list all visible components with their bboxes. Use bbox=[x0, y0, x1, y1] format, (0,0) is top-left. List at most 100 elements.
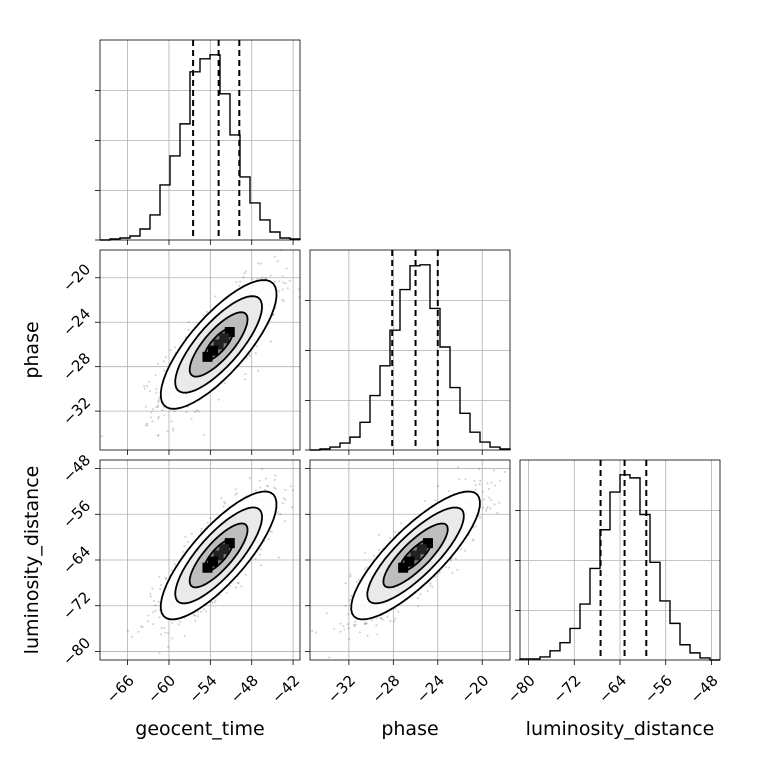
sample-point bbox=[166, 430, 169, 433]
pair-content bbox=[100, 233, 306, 450]
sample-point bbox=[196, 615, 199, 618]
density-cell bbox=[398, 562, 409, 573]
sample-point bbox=[214, 295, 217, 298]
x-tick-label: −48 bbox=[687, 672, 722, 707]
sample-point bbox=[150, 411, 153, 414]
sample-point bbox=[171, 427, 175, 430]
sample-point bbox=[223, 501, 226, 504]
sample-point bbox=[380, 617, 383, 620]
hist-panel-phase bbox=[305, 249, 511, 455]
y-tick-label: −56 bbox=[59, 497, 94, 532]
y-tick-label: −24 bbox=[59, 305, 94, 340]
sample-point bbox=[214, 599, 217, 602]
sample-point bbox=[235, 492, 238, 495]
sample-point bbox=[297, 288, 300, 291]
sample-point bbox=[148, 390, 152, 393]
sample-point bbox=[304, 271, 306, 273]
sample-point bbox=[269, 274, 272, 277]
pair-panel-geocent_time-phase bbox=[95, 233, 306, 455]
sample-point bbox=[238, 284, 241, 287]
sample-point bbox=[277, 556, 280, 559]
sample-point bbox=[243, 272, 246, 275]
sample-point bbox=[244, 378, 247, 381]
sample-point bbox=[163, 414, 166, 417]
sample-point bbox=[164, 631, 167, 634]
sample-point bbox=[358, 578, 361, 581]
sample-point bbox=[202, 433, 205, 437]
sample-point bbox=[234, 493, 237, 496]
sample-point bbox=[365, 622, 368, 625]
sample-point bbox=[281, 288, 285, 291]
sample-point bbox=[429, 582, 432, 585]
sample-point bbox=[464, 478, 467, 481]
sample-point bbox=[273, 280, 276, 283]
sample-point bbox=[493, 484, 497, 487]
sample-point bbox=[173, 410, 176, 413]
sample-point bbox=[162, 406, 165, 409]
x-tick-label: −66 bbox=[103, 672, 138, 707]
sample-point bbox=[261, 276, 264, 279]
sample-point bbox=[284, 488, 287, 491]
sample-point bbox=[154, 609, 157, 612]
sample-point bbox=[242, 276, 245, 279]
sample-point bbox=[364, 568, 367, 571]
sample-point bbox=[190, 417, 193, 420]
sample-point bbox=[394, 607, 397, 611]
sample-point bbox=[256, 345, 259, 348]
contour-line bbox=[366, 506, 465, 605]
sample-point bbox=[267, 485, 270, 488]
sample-point bbox=[283, 520, 286, 523]
sample-point bbox=[202, 314, 205, 317]
sample-point bbox=[325, 612, 328, 615]
grid-geocent_time bbox=[100, 40, 300, 240]
density-cell bbox=[202, 562, 213, 573]
sample-point bbox=[489, 507, 492, 510]
sample-point bbox=[274, 474, 277, 477]
sample-point bbox=[490, 498, 493, 501]
sample-point bbox=[144, 405, 147, 408]
sample-point bbox=[155, 387, 158, 391]
sample-point bbox=[190, 532, 193, 535]
sample-point bbox=[482, 506, 485, 509]
sample-point bbox=[429, 584, 432, 587]
sample-point bbox=[352, 623, 355, 626]
sample-point bbox=[157, 433, 160, 436]
sample-point bbox=[426, 590, 429, 593]
sample-point bbox=[137, 630, 140, 633]
sample-point bbox=[264, 276, 267, 280]
sample-point bbox=[149, 595, 152, 598]
sample-point bbox=[224, 502, 227, 505]
sample-point bbox=[281, 298, 284, 301]
sample-point bbox=[479, 516, 482, 519]
sample-point bbox=[254, 558, 257, 561]
x-axis-label-geocent_time: geocent_time bbox=[135, 718, 264, 740]
sample-point bbox=[183, 544, 186, 548]
density-cell bbox=[208, 345, 219, 356]
sample-point bbox=[347, 613, 350, 616]
x-axis-label-luminosity_distance: luminosity_distance bbox=[526, 718, 715, 740]
contour-line bbox=[188, 311, 249, 378]
sample-point bbox=[364, 621, 367, 624]
sample-point bbox=[274, 487, 277, 490]
sample-point bbox=[209, 517, 212, 520]
density-core bbox=[202, 538, 235, 573]
sample-point bbox=[464, 549, 467, 552]
sample-point bbox=[187, 328, 190, 331]
sample-point bbox=[259, 564, 262, 567]
sample-point bbox=[349, 573, 352, 576]
sample-point bbox=[258, 479, 261, 482]
sample-point bbox=[454, 557, 457, 560]
sample-point bbox=[366, 634, 369, 637]
sample-point bbox=[256, 277, 259, 280]
sample-point bbox=[479, 479, 482, 482]
sample-point bbox=[200, 527, 203, 530]
hist-panel-luminosity_distance bbox=[515, 459, 721, 665]
sample-point bbox=[166, 632, 169, 635]
y-tick-label: −80 bbox=[59, 634, 94, 669]
sample-point bbox=[355, 580, 359, 583]
x-tick-label: −28 bbox=[368, 672, 403, 707]
sample-point bbox=[460, 548, 463, 551]
sample-point bbox=[339, 622, 342, 625]
panel-frame bbox=[309, 459, 511, 661]
sample-point bbox=[265, 233, 267, 235]
